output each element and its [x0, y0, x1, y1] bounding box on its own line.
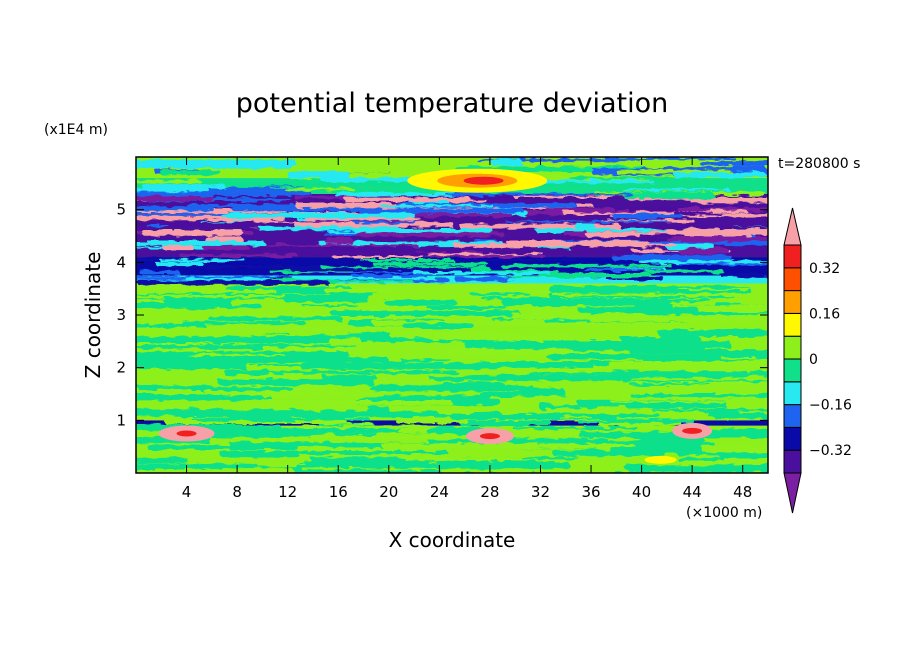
x-tick-label: 32 — [531, 483, 550, 501]
time-label: t=280800 s — [778, 156, 860, 172]
colorbar-label: 0.16 — [809, 306, 840, 322]
y-tick-label: 2 — [116, 359, 126, 377]
x-axis-ticks: 4 8 12 16 20 24 28 32 36 40 44 48 — [182, 157, 752, 501]
field-band-3 — [136, 275, 768, 284]
colorbar-segment — [783, 426, 802, 451]
colorbar-segment — [783, 267, 802, 292]
x-tick-label: 40 — [632, 483, 651, 501]
x-tick-label: 28 — [480, 483, 499, 501]
x-tick-label: 44 — [683, 483, 702, 501]
colorbar-label: 0.32 — [809, 261, 840, 277]
x-tick-label: 36 — [581, 483, 600, 501]
y-unit-label: (x1E4 m) — [44, 122, 108, 138]
x-tick-label: 8 — [232, 483, 242, 501]
x-tick-label: 4 — [182, 483, 192, 501]
y-axis-ticks: 1 2 3 4 5 — [116, 201, 768, 429]
x-tick-label: 20 — [379, 483, 398, 501]
x-axis-label: X coordinate — [389, 528, 516, 552]
colorbar-segment — [783, 312, 802, 337]
x-tick-label: 24 — [430, 483, 449, 501]
colorbar-extend-max — [783, 207, 802, 246]
x-tick-label: 12 — [278, 483, 297, 501]
x-tick-label: 48 — [733, 483, 752, 501]
y-tick-label: 5 — [116, 201, 126, 219]
colorbar-label: −0.16 — [809, 398, 852, 414]
x-tick-label: 16 — [329, 483, 348, 501]
colorbar: 0.32 0.16 0 −0.16 −0.32 — [783, 207, 852, 514]
y-tick-label: 3 — [116, 306, 126, 324]
colorbar-segment — [783, 244, 802, 269]
colorbar-label: 0 — [809, 352, 818, 368]
colorbar-segment — [783, 290, 802, 314]
field-texture — [136, 157, 768, 473]
chart-title: potential temperature deviation — [236, 88, 668, 119]
colorbar-extend-min — [783, 472, 802, 514]
colorbar-segment — [783, 404, 802, 428]
y-axis-label: Z coordinate — [81, 252, 105, 379]
colorbar-segment — [783, 449, 802, 474]
y-tick-label: 1 — [116, 411, 126, 429]
x-unit-label: (×1000 m) — [686, 505, 762, 521]
colorbar-segment — [783, 335, 802, 360]
colorbar-segment — [783, 381, 802, 406]
colorbar-label: −0.32 — [809, 443, 852, 459]
y-tick-label: 4 — [116, 253, 126, 271]
contour-field — [136, 157, 768, 473]
colorbar-segment — [783, 358, 802, 383]
